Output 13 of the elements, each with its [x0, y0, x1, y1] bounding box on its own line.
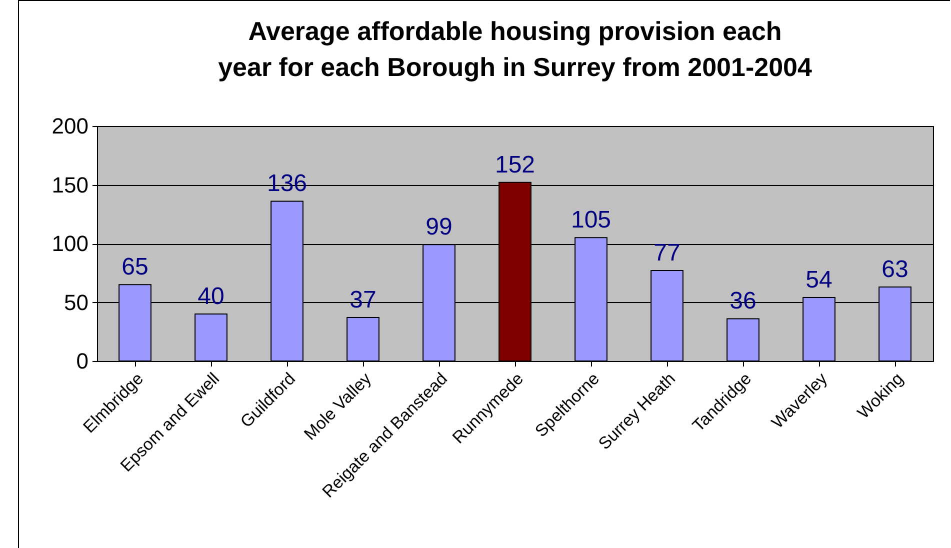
- data-label: 65: [122, 254, 148, 281]
- y-tick-label: 100: [52, 231, 88, 256]
- chart-title: Average affordable housing provision each year for each Borough in Surrey from 2001-2004: [218, 16, 812, 82]
- y-tick-label: 150: [52, 172, 88, 198]
- data-label: 77: [654, 240, 680, 267]
- data-label: 99: [426, 214, 452, 241]
- data-label: 152: [494, 151, 536, 178]
- data-label: 54: [806, 266, 832, 294]
- y-tick-label: 200: [52, 114, 88, 138]
- data-label: 105: [570, 206, 612, 234]
- data-label: 63: [882, 256, 908, 283]
- y-tick-label: 0: [76, 348, 88, 374]
- y-tick-label: 50: [64, 290, 88, 315]
